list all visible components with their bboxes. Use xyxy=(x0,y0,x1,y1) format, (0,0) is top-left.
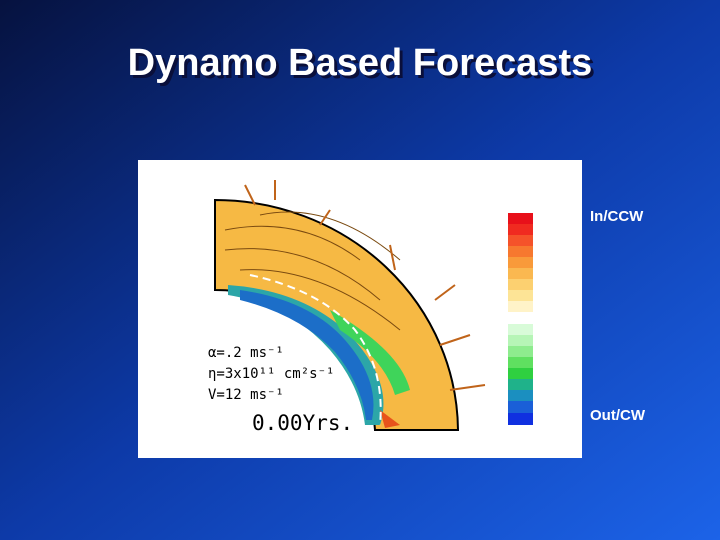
colorbar-swatch xyxy=(508,357,533,368)
contours xyxy=(224,211,401,331)
colorbar-swatch xyxy=(508,290,533,301)
colorbar-swatch xyxy=(508,235,533,246)
time-label: 0.00Yrs. xyxy=(252,411,353,435)
colorbar-top-label: In/CCW xyxy=(590,208,644,225)
green-band xyxy=(330,310,410,395)
colorbar-swatch xyxy=(508,379,533,390)
slide-title: Dynamo Based Forecasts xyxy=(127,42,593,84)
colorbar-swatch xyxy=(508,346,533,357)
colorbar-swatch xyxy=(508,246,533,257)
colorbar-swatch xyxy=(508,301,533,312)
red-spot xyxy=(380,410,400,428)
colorbar-swatch xyxy=(508,257,533,268)
colorbar-bottom-label: Out/CW xyxy=(590,407,645,424)
colorbar-swatch xyxy=(508,401,533,413)
colorbar-swatch xyxy=(508,224,533,235)
colorbar-swatch xyxy=(508,368,533,379)
colorbar-swatch xyxy=(508,324,533,335)
colorbar xyxy=(508,213,533,425)
parameter-eta: η=3x10¹¹ cm²s⁻¹ xyxy=(208,366,334,382)
colorbar-swatch xyxy=(508,390,533,401)
inner-core xyxy=(240,290,374,420)
colorbar-swatch xyxy=(508,213,533,224)
colorbar-swatch xyxy=(508,413,533,425)
colorbar-swatch xyxy=(508,279,533,290)
colorbar-swatch xyxy=(508,268,533,279)
dashed-line xyxy=(249,274,382,426)
parameter-alpha: α=.2 ms⁻¹ xyxy=(208,345,284,361)
colorbar-swatch xyxy=(508,335,533,346)
field-lines xyxy=(244,180,486,391)
parameter-v: V=12 ms⁻¹ xyxy=(208,387,284,403)
